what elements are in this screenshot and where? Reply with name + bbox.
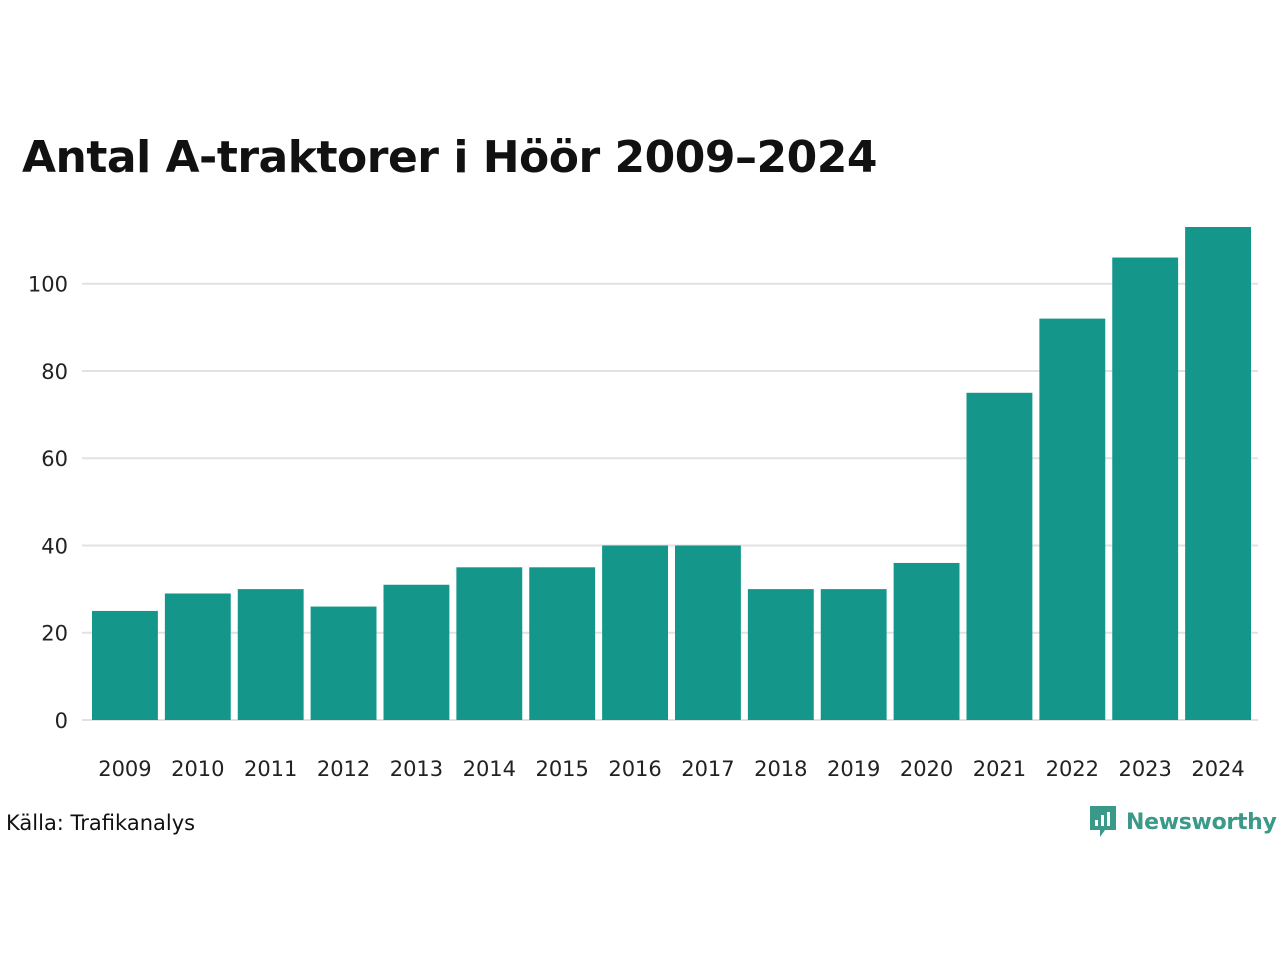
bar-2024 [1185, 227, 1251, 720]
x-tick-label: 2010 [171, 757, 224, 781]
x-tick-label: 2016 [608, 757, 661, 781]
y-tick-label: 80 [41, 360, 68, 384]
bars [92, 227, 1251, 720]
bar-2012 [310, 606, 377, 720]
x-tick-label: 2017 [681, 757, 734, 781]
source-note: Källa: Trafikanalys [6, 811, 196, 835]
y-tick-label: 0 [55, 709, 68, 733]
x-tick-label: 2015 [535, 757, 588, 781]
x-tick-label: 2013 [390, 757, 443, 781]
bar-2013 [383, 584, 450, 720]
bar-2011 [237, 589, 304, 720]
bar-2016 [602, 545, 668, 720]
x-tick-label: 2022 [1046, 757, 1099, 781]
x-tick-label: 2011 [244, 757, 297, 781]
x-tick-label: 2020 [900, 757, 953, 781]
bar-2010 [164, 593, 231, 720]
bar-2014 [456, 567, 523, 720]
x-tick-label: 2014 [463, 757, 516, 781]
y-axis-tick-labels: 0 20 40 60 80 100 [28, 273, 68, 733]
bar-2020 [893, 562, 960, 720]
x-tick-label: 2019 [827, 757, 880, 781]
y-tick-label: 40 [41, 534, 68, 558]
bar-2023 [1112, 257, 1179, 720]
x-tick-label: 2023 [1118, 757, 1171, 781]
y-tick-label: 60 [41, 447, 68, 471]
bar-2019 [820, 589, 887, 720]
newsworthy-logo-icon [1090, 806, 1116, 837]
brand-name: Newsworthy [1126, 809, 1277, 835]
chart-title: Antal A-traktorer i Höör 2009–2024 [22, 132, 877, 183]
brand-logo: Newsworthy [1088, 804, 1277, 840]
x-tick-label: 2021 [973, 757, 1026, 781]
bar-2009 [92, 610, 158, 720]
x-tick-label: 2012 [317, 757, 370, 781]
bar-2021 [966, 392, 1033, 720]
bar-2018 [747, 589, 814, 720]
x-tick-label: 2009 [98, 757, 151, 781]
bar-2015 [529, 567, 596, 720]
y-tick-label: 20 [41, 622, 68, 646]
x-axis-tick-labels: 2009 2010 2011 2012 2013 2014 2015 2016 2017 2018… [98, 757, 1245, 781]
x-tick-label: 2018 [754, 757, 807, 781]
y-tick-label: 100 [28, 273, 68, 297]
bar-2022 [1039, 318, 1106, 720]
x-tick-label: 2024 [1191, 757, 1244, 781]
bar-2017 [675, 545, 741, 720]
